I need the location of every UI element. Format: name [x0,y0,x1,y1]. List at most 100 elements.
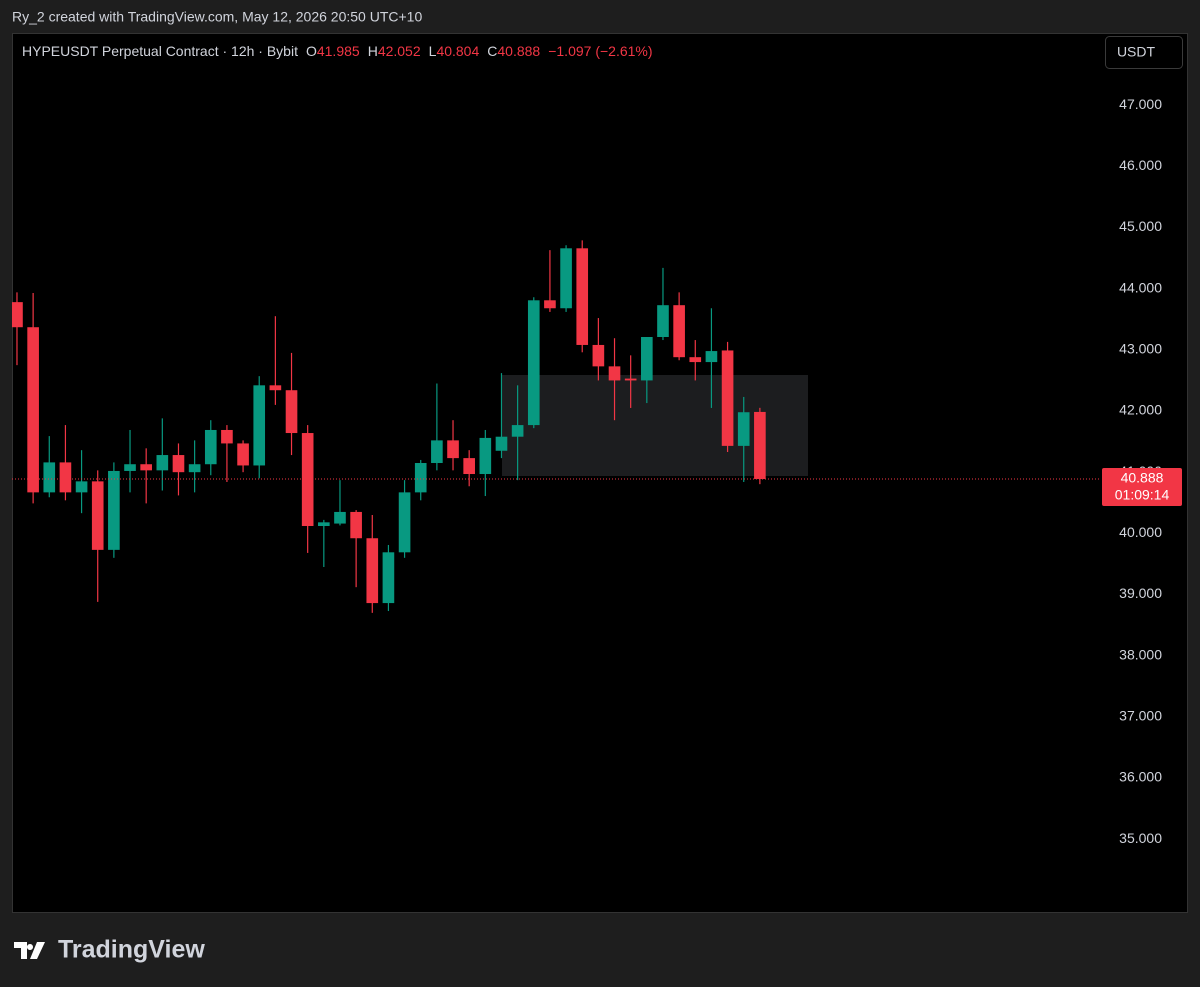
candle [414,459,427,501]
candle-body [156,455,169,471]
candle [495,373,508,459]
change: −1.097 (−2.61%) [548,43,652,59]
candle [624,355,637,408]
candle [576,240,589,353]
y-tick-label: 46.000 [1119,157,1162,173]
candle-body [27,327,39,493]
candle-body [673,305,685,358]
candle [560,245,572,312]
candle-body [91,481,104,550]
ohlc-letter: C [487,43,497,59]
chart-title: HYPEUSDT Perpetual Contract · 12h · Bybi… [22,43,298,59]
candle [544,250,556,312]
candle [172,443,185,496]
candle [269,316,282,405]
candle-body [108,470,120,550]
candle [705,308,718,408]
y-tick-label: 43.000 [1119,341,1162,357]
candle-body [560,248,572,309]
candle [12,292,23,366]
candle [27,292,39,504]
ohlc-value: 40.804 [436,43,479,59]
ohlc-value: 42.052 [378,43,421,59]
candle [188,440,201,493]
candle [156,418,169,491]
candle-body [721,350,734,446]
candle-body [576,248,589,345]
candle [382,544,395,612]
candle-body [689,357,702,363]
candle [301,425,314,553]
y-tick-label: 42.000 [1119,402,1162,418]
countdown: 01:09:14 [1115,487,1170,503]
ohlc-value: 41.985 [317,43,360,59]
candle-body [544,300,556,309]
y-tick-label: 38.000 [1119,646,1162,662]
candle-body [495,436,508,451]
candle-body [285,390,298,434]
brand: TradingView [58,936,205,964]
candle [204,420,217,476]
ohlc-letter: H [368,43,378,59]
candle [754,407,766,485]
y-tick-label: 39.000 [1119,585,1162,601]
candle [221,425,233,482]
candle [398,480,411,558]
candle-body [301,433,314,527]
candle [91,470,104,602]
ohlc-letter: O [306,43,317,59]
legend: HYPEUSDT Perpetual Contract · 12h · Bybi… [22,43,653,59]
candle-body [172,455,185,473]
candle [673,292,685,361]
candle [253,376,266,479]
candle [366,514,379,613]
candle [479,429,492,497]
candle-body [221,429,233,444]
candle [511,385,524,481]
candle-body [43,462,56,493]
currency-label[interactable]: USDT [1117,44,1156,60]
candle-body [431,440,443,464]
candle [657,267,669,341]
credit: Ry_2 created with TradingView.com, May 1… [12,9,422,25]
candle-body [334,511,346,524]
currency-button[interactable] [1105,36,1183,69]
candle [721,341,734,452]
candle [447,420,459,471]
candle [608,338,621,421]
y-tick-label: 47.000 [1119,96,1162,112]
candle-body [447,440,459,459]
y-tick-label: 37.000 [1119,708,1162,724]
candle-body [641,337,653,381]
candle-body [188,464,201,473]
candle [140,448,152,504]
candle-body [75,481,88,493]
y-tick-label: 45.000 [1119,218,1162,234]
candle-body [705,351,718,363]
candle-body [414,463,427,493]
y-tick-label: 44.000 [1119,279,1162,295]
candle [463,450,475,487]
y-tick-label: 40.000 [1119,524,1162,540]
candle-body [124,464,136,471]
price-tag [1102,468,1182,507]
ohlc-value: 40.888 [497,43,540,59]
candle-body [398,492,411,553]
price-tag-value: 40.888 [1121,470,1164,486]
logo: TradingView [14,936,205,964]
candle-body [737,412,750,446]
candle [350,510,362,588]
candle-body [527,300,540,426]
candle-body [382,552,395,604]
ohlc-letter: L [429,43,437,59]
plot-area: 192123252729May3579111315171921 [12,240,808,613]
candle [431,383,443,471]
candle-body [754,411,766,480]
candle [75,450,88,514]
candle-body [350,511,362,539]
candle [285,352,298,456]
y-tick-label: 35.000 [1119,830,1162,846]
candle [124,429,136,493]
